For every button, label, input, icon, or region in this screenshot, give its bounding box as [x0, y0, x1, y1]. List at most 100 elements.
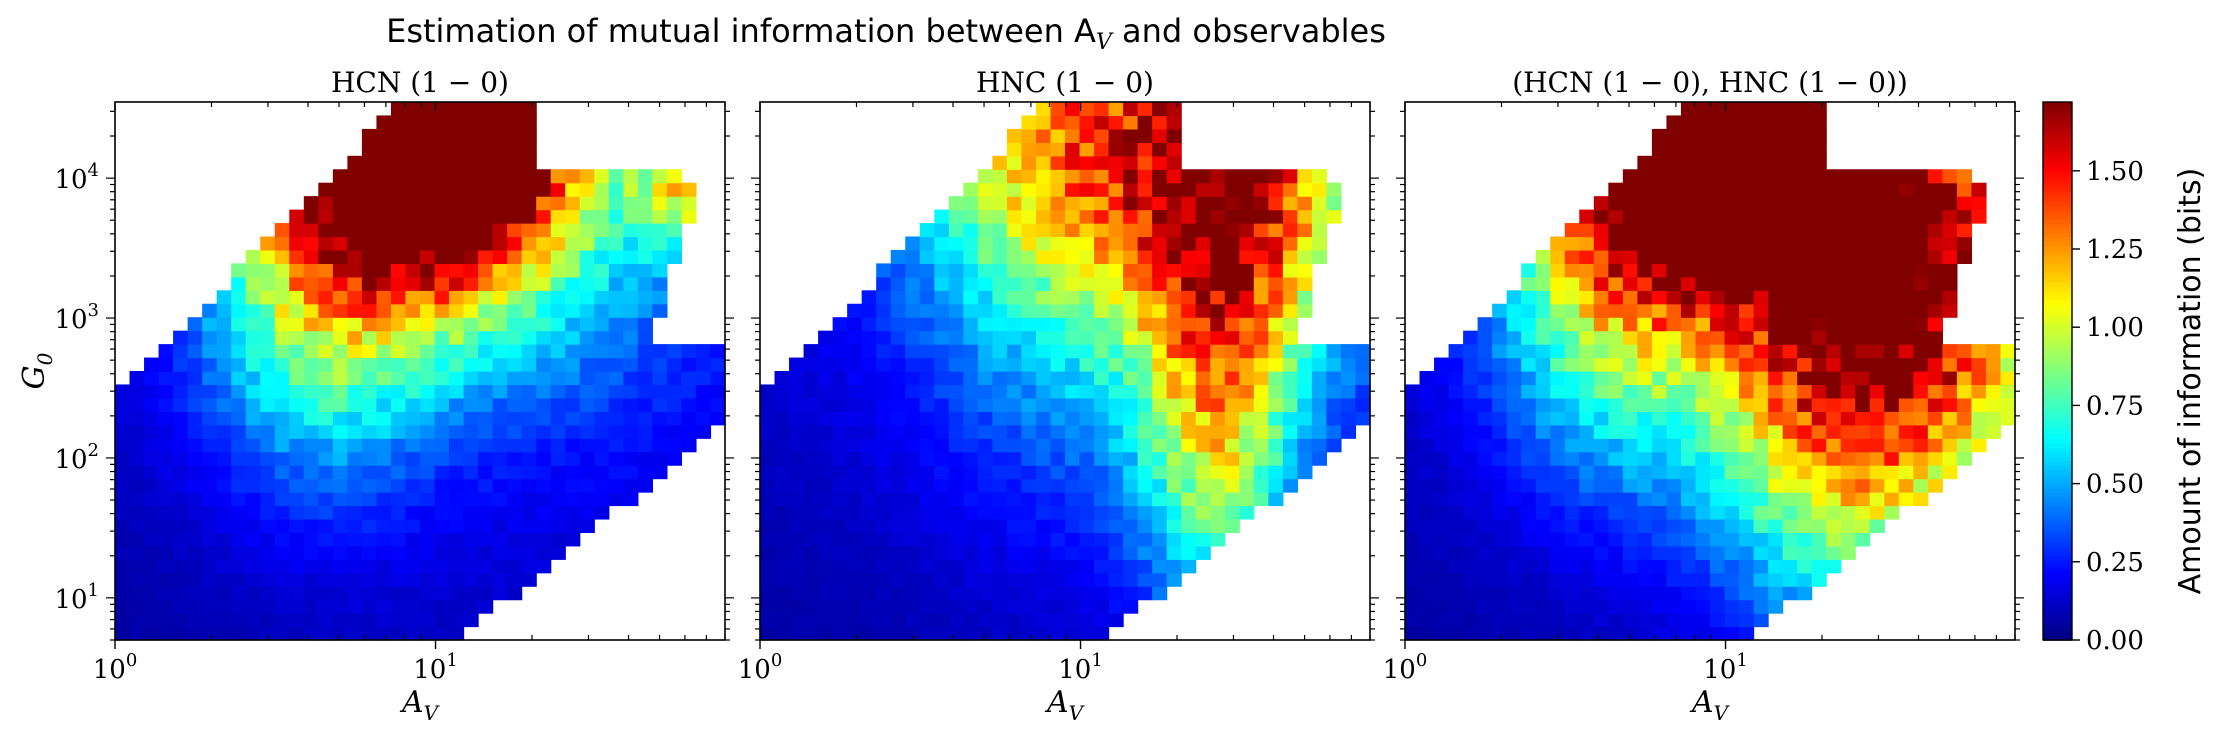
heatmap-cell [876, 276, 892, 291]
heatmap-cell [1079, 357, 1095, 372]
heatmap-cell [1282, 478, 1298, 493]
heatmap-cell [1608, 505, 1624, 520]
heatmap-cell [231, 303, 247, 318]
heatmap-cell [1239, 330, 1255, 345]
heatmap-cell [1094, 276, 1110, 291]
heatmap-cell [1195, 518, 1211, 533]
heatmap-cell [1695, 236, 1711, 251]
heatmap-cell [1137, 572, 1153, 587]
heatmap-cell [303, 626, 319, 641]
heatmap-cell [1311, 182, 1328, 197]
heatmap-cell [948, 276, 964, 291]
heatmap-cell [1710, 155, 1726, 170]
heatmap-cell [376, 344, 392, 359]
heatmap-cell [216, 357, 232, 372]
heatmap-cell [1971, 438, 1987, 453]
heatmap-cell [1021, 545, 1037, 560]
heatmap-cell [681, 371, 697, 386]
heatmap-cell [832, 371, 848, 386]
heatmap-cell [1608, 357, 1624, 372]
heatmap-cell [478, 196, 494, 211]
heatmap-cell [1108, 249, 1124, 264]
heatmap-cell [1898, 276, 1914, 291]
heatmap-cell [1695, 357, 1711, 372]
heatmap-cell [390, 397, 407, 412]
heatmap-cell [1195, 196, 1211, 211]
heatmap-cell [1608, 303, 1624, 318]
heatmap-cell [681, 384, 697, 399]
heatmap-cell [216, 451, 232, 466]
heatmap-cell [1593, 330, 1609, 345]
heatmap-cell [274, 599, 290, 614]
heatmap-cell [1739, 196, 1755, 211]
heatmap-cell [832, 451, 848, 466]
heatmap-cell [1739, 303, 1755, 318]
heatmap-cell [521, 169, 537, 184]
heatmap-cell [550, 545, 566, 560]
heatmap-cell [1811, 465, 1827, 480]
heatmap-cell [1152, 102, 1168, 117]
heatmap-cell [1564, 559, 1580, 574]
heatmap-cell [173, 545, 189, 560]
heatmap-cell [1768, 115, 1784, 130]
heatmap-cell [1869, 411, 1885, 426]
heatmap-cell [507, 545, 523, 560]
heatmap-cell [449, 196, 465, 211]
heatmap-cell [332, 371, 348, 386]
heatmap-cell [1166, 344, 1182, 359]
heatmap-cell [1855, 209, 1871, 224]
heatmap-cell [536, 317, 552, 332]
heatmap-cell [1137, 478, 1153, 493]
heatmap-cell [1695, 451, 1711, 466]
heatmap-cell [1913, 411, 1929, 426]
heatmap-cell [1710, 397, 1726, 412]
heatmap-cell [376, 411, 392, 426]
heatmap-cell [1268, 209, 1284, 224]
heatmap-cell [449, 290, 465, 305]
heatmap-cell [1021, 290, 1037, 305]
heatmap-cell [1326, 196, 1342, 211]
heatmap-cell [521, 115, 537, 130]
heatmap-cell [1405, 438, 1421, 453]
heatmap-cell [666, 223, 683, 238]
heatmap-cell [1942, 451, 1958, 466]
heatmap-cell [332, 626, 348, 641]
heatmap-cell [1695, 559, 1711, 574]
heatmap-cell [1268, 344, 1284, 359]
heatmap-cell [1021, 465, 1037, 480]
heatmap-cell [1477, 492, 1493, 507]
heatmap-cell [1521, 357, 1537, 372]
heatmap-cell [1768, 317, 1784, 332]
heatmap-cell [361, 599, 378, 614]
heatmap-cell [434, 505, 450, 520]
heatmap-cell [963, 384, 979, 399]
heatmap-cell [1521, 518, 1537, 533]
heatmap-cell [1651, 532, 1668, 547]
heatmap-cell [492, 330, 508, 345]
heatmap-cell [1550, 465, 1566, 480]
figure-title: Estimation of mutual information between… [386, 12, 1386, 55]
heatmap-cell [1666, 599, 1682, 614]
heatmap-cell [818, 586, 834, 601]
heatmap-cell [1579, 371, 1595, 386]
heatmap-cell [1137, 169, 1153, 184]
heatmap-cell [507, 518, 523, 533]
heatmap-cell [274, 613, 290, 628]
heatmap-cell [992, 532, 1008, 547]
heatmap-cell [637, 397, 653, 412]
heatmap-cell [216, 586, 232, 601]
heatmap-cell [478, 330, 494, 345]
heatmap-cell [992, 411, 1008, 426]
heatmap-cell [1797, 572, 1813, 587]
heatmap-cell [550, 182, 566, 197]
heatmap-cell [1564, 586, 1580, 601]
heatmap-cell [1492, 371, 1508, 386]
heatmap-cell [1152, 344, 1168, 359]
heatmap-cell [1463, 492, 1479, 507]
heatmap-cell [579, 196, 595, 211]
heatmap-cell [1108, 317, 1124, 332]
heatmap-cell [1666, 397, 1682, 412]
heatmap-cell [202, 559, 218, 574]
heatmap-cell [1695, 182, 1711, 197]
heatmap-cell [992, 559, 1008, 574]
